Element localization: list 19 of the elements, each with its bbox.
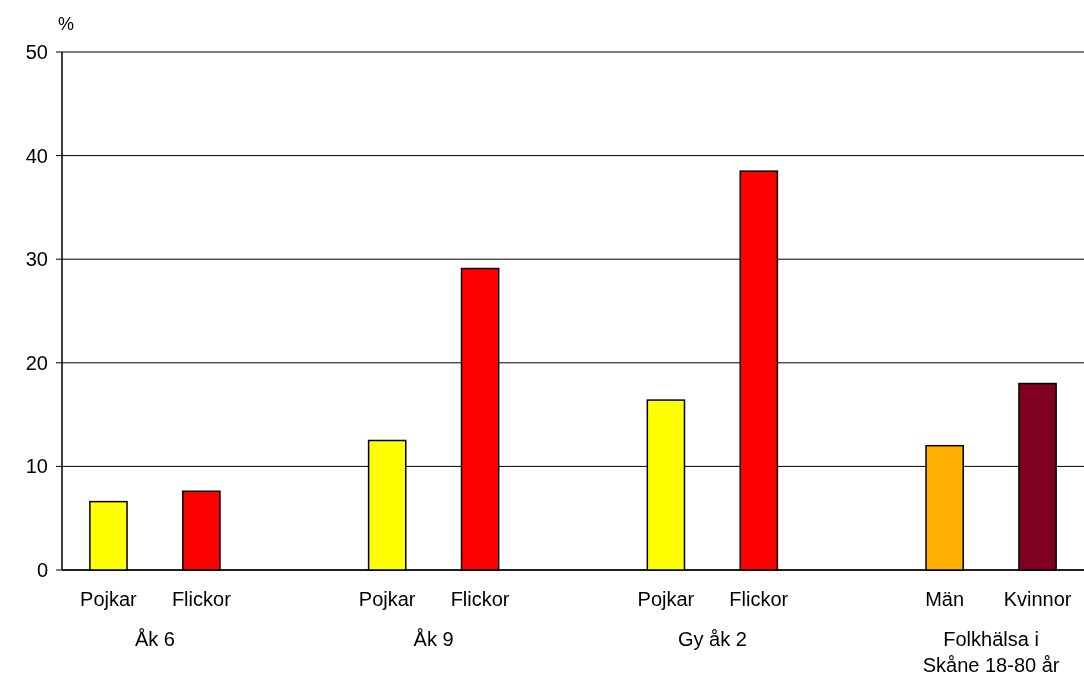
y-tick-label: 0 — [36, 559, 48, 581]
x-tick-label: Män — [925, 588, 965, 610]
x-tick-label: Flickor — [450, 588, 510, 610]
y-tick-label: 40 — [25, 144, 48, 167]
y-tick-label: 10 — [25, 455, 48, 478]
x-tick-label: Kvinnor — [1003, 588, 1072, 610]
x-tick-label: Pojkar — [80, 588, 138, 610]
text: Åk 6 — [134, 628, 175, 650]
text: Folkhälsa i Skåne 18-80 år — [922, 628, 1060, 676]
y-tick-label: 30 — [25, 248, 48, 271]
x-tick-label: Flickor — [171, 588, 232, 610]
x-tick-label: Flickor — [729, 588, 789, 610]
x-tick-label: Pojkar — [358, 588, 416, 610]
y-tick-label: 20 — [25, 351, 48, 374]
y-axis-title: % — [58, 14, 75, 34]
text: Gy åk 2 — [677, 628, 747, 650]
text: Åk 9 — [413, 628, 454, 650]
y-tick-label: 50 — [25, 41, 48, 63]
x-tick-label: Pojkar — [637, 588, 695, 610]
